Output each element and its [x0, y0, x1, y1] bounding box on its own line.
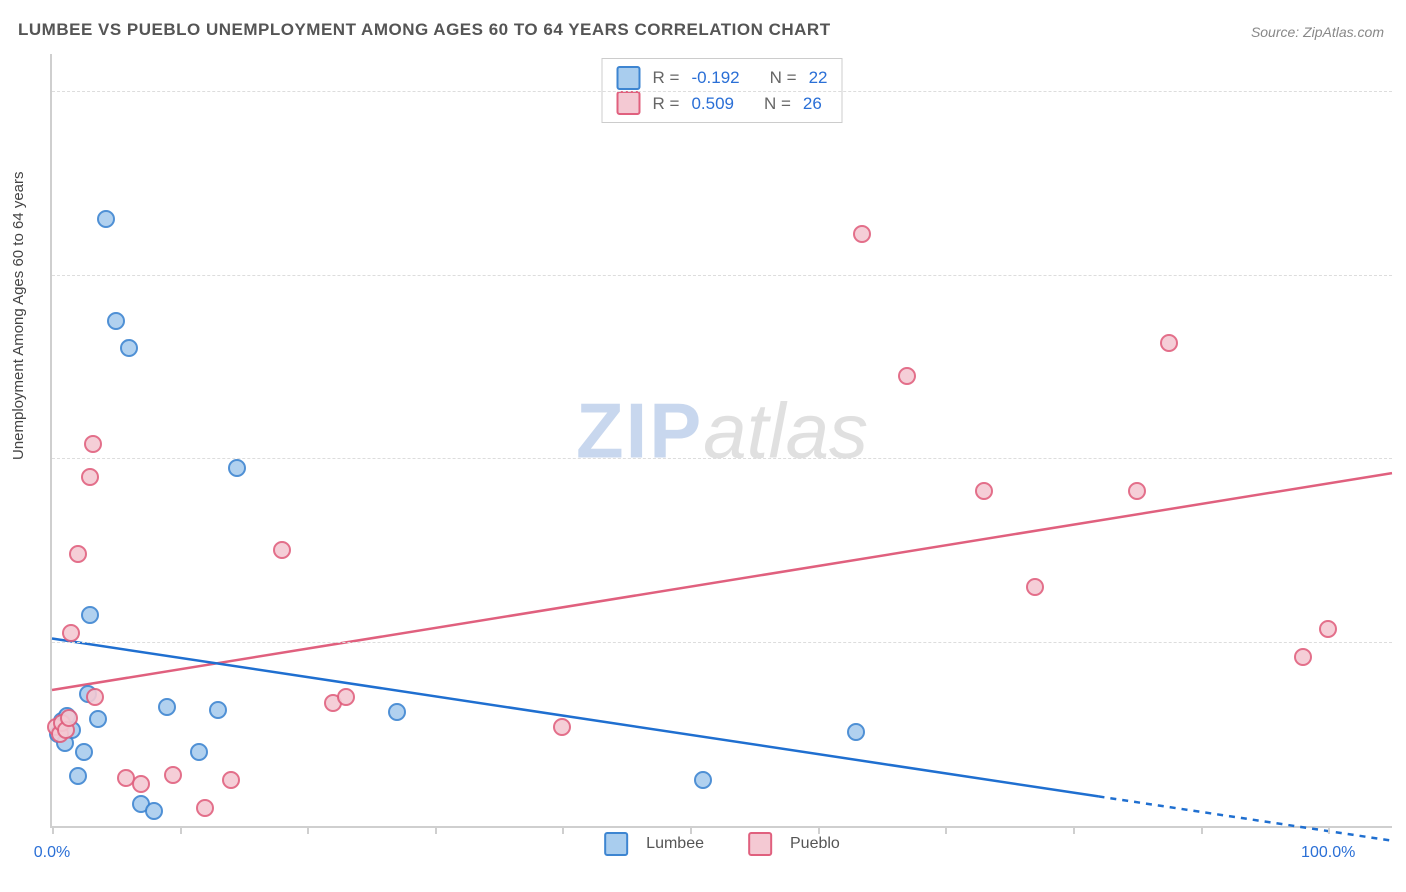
pueblo-data-point: [196, 799, 214, 817]
x-tick: [1073, 826, 1075, 834]
r-label: R =: [653, 91, 680, 117]
lumbee-r-value: -0.192: [691, 65, 739, 91]
pueblo-data-point: [62, 624, 80, 642]
lumbee-data-point: [120, 339, 138, 357]
pueblo-data-point: [1128, 482, 1146, 500]
gridline: [52, 458, 1392, 459]
lumbee-legend-label: Lumbee: [646, 835, 704, 853]
page-title: LUMBEE VS PUEBLO UNEMPLOYMENT AMONG AGES…: [18, 20, 831, 40]
x-tick: [435, 826, 437, 834]
lumbee-data-point: [190, 743, 208, 761]
pueblo-data-point: [1319, 620, 1337, 638]
correlation-row-lumbee: R = -0.192 N = 22: [617, 65, 828, 91]
lumbee-legend-swatch-icon: [604, 832, 628, 856]
lumbee-data-point: [69, 767, 87, 785]
pueblo-data-point: [86, 688, 104, 706]
lumbee-data-point: [158, 698, 176, 716]
x-tick: [307, 826, 309, 834]
pueblo-data-point: [1026, 578, 1044, 596]
gridline: [52, 275, 1392, 276]
pueblo-data-point: [337, 688, 355, 706]
pueblo-data-point: [1294, 648, 1312, 666]
pueblo-data-point: [69, 545, 87, 563]
lumbee-n-value: 22: [809, 65, 828, 91]
lumbee-data-point: [75, 743, 93, 761]
gridline: [52, 642, 1392, 643]
pueblo-swatch-icon: [617, 91, 641, 115]
pueblo-data-point: [898, 367, 916, 385]
pueblo-legend-label: Pueblo: [790, 835, 840, 853]
lumbee-trend-line: [52, 639, 1098, 797]
pueblo-data-point: [84, 435, 102, 453]
x-tick: [180, 826, 182, 834]
lumbee-data-point: [388, 703, 406, 721]
x-tick: [1328, 826, 1330, 834]
source-attribution: Source: ZipAtlas.com: [1251, 24, 1384, 40]
pueblo-n-value: 26: [803, 91, 822, 117]
pueblo-data-point: [975, 482, 993, 500]
pueblo-data-point: [553, 718, 571, 736]
pueblo-data-point: [853, 225, 871, 243]
pueblo-r-value: 0.509: [691, 91, 734, 117]
x-tick: [690, 826, 692, 834]
pueblo-data-point: [273, 541, 291, 559]
n-label: N =: [764, 91, 791, 117]
x-tick: [818, 826, 820, 834]
gridline: [52, 91, 1392, 92]
lumbee-data-point: [97, 210, 115, 228]
pueblo-trend-line: [52, 473, 1392, 690]
x-axis-legend: Lumbee Pueblo: [604, 832, 840, 856]
x-min-label: 0.0%: [34, 844, 70, 862]
lumbee-data-point: [107, 312, 125, 330]
lumbee-data-point: [89, 710, 107, 728]
lumbee-data-point: [145, 802, 163, 820]
lumbee-data-point: [847, 723, 865, 741]
x-tick: [945, 826, 947, 834]
y-axis-label: Unemployment Among Ages 60 to 64 years: [10, 171, 27, 460]
x-tick: [1201, 826, 1203, 834]
pueblo-legend-swatch-icon: [748, 832, 772, 856]
r-label: R =: [653, 65, 680, 91]
lumbee-trend-line-extrapolated: [1098, 796, 1392, 840]
x-max-label: 100.0%: [1301, 844, 1355, 862]
pueblo-data-point: [1160, 334, 1178, 352]
x-tick: [562, 826, 564, 834]
lumbee-data-point: [694, 771, 712, 789]
lumbee-data-point: [81, 606, 99, 624]
x-tick: [52, 826, 54, 834]
lumbee-data-point: [228, 459, 246, 477]
pueblo-data-point: [81, 468, 99, 486]
lumbee-swatch-icon: [617, 66, 641, 90]
pueblo-data-point: [60, 709, 78, 727]
correlation-row-pueblo: R = 0.509 N = 26: [617, 91, 828, 117]
lumbee-data-point: [209, 701, 227, 719]
pueblo-data-point: [164, 766, 182, 784]
n-label: N =: [770, 65, 797, 91]
trend-lines-layer: [52, 54, 1392, 826]
pueblo-data-point: [132, 775, 150, 793]
pueblo-data-point: [222, 771, 240, 789]
scatter-plot-area: ZIPatlas R = -0.192 N = 22 R = 0.509 N =…: [50, 54, 1392, 828]
